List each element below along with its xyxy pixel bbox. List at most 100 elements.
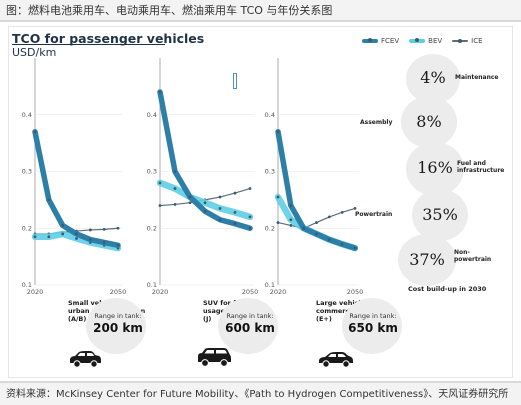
range-value-3: 650 km	[348, 320, 398, 335]
y-tick-3-2: 0.2	[265, 224, 275, 232]
point-fcev-3-6	[340, 242, 344, 246]
x-tick-3-2: 2050	[347, 288, 364, 296]
x-tick-1-2: 2050	[110, 288, 127, 296]
point-ice-3-4	[315, 221, 318, 224]
cost-blob-assembly	[401, 96, 457, 148]
point-fcev-3-4	[315, 232, 318, 236]
legend-swatch-bev	[409, 38, 426, 43]
y-tick-3-3: 0.3	[265, 168, 275, 176]
point-bev-2-4	[203, 201, 207, 205]
point-fcev-2-7	[248, 226, 252, 230]
point-fcev-3-5	[327, 238, 331, 242]
point-fcev-1-6	[102, 241, 106, 244]
point-ice-1-5	[88, 228, 92, 232]
point-ice-2-1	[158, 204, 162, 207]
point-fcev-2-1	[158, 90, 162, 94]
point-bev-1-4	[75, 237, 78, 240]
legend-item-fcev: FCEV	[362, 37, 399, 45]
point-bev-1-2	[47, 235, 51, 239]
point-fcev-2-3	[188, 195, 192, 199]
point-ice-2-2	[173, 203, 177, 206]
legend-label-ice: ICE	[471, 37, 483, 45]
title-underline	[12, 44, 165, 45]
point-bev-1-3	[61, 232, 65, 236]
point-bev-2-6	[233, 210, 237, 214]
point-fcev-2-6	[233, 222, 237, 226]
cost-blob-maintenance	[406, 54, 460, 104]
point-fcev-1-1	[33, 130, 37, 134]
point-fcev-3-1	[276, 130, 280, 134]
point-fcev-2-5	[218, 218, 222, 222]
cost-pct-non-powertrain: 37%	[409, 250, 445, 269]
point-ice-2-6	[233, 191, 237, 195]
vehicle-segment-2: (J)	[203, 315, 212, 323]
x-tick-1-1: 2020	[27, 288, 44, 296]
cost-label-assembly: Assembly	[360, 119, 393, 126]
range-label-1: Range in tank:	[94, 312, 142, 320]
range-value-1: 200 km	[93, 320, 143, 335]
point-ice-3-1	[276, 221, 280, 224]
cost-label-fuel: Fuel and infrastructure	[457, 160, 505, 174]
point-bev-2-2	[173, 187, 177, 190]
y-tick-2-4: 0.4	[147, 111, 157, 119]
vehicle-segment-3: (E+)	[316, 315, 332, 323]
legend-swatch-fcev	[362, 38, 378, 43]
large-car-icon	[319, 352, 353, 368]
range-blob-2	[218, 298, 278, 354]
cost-blob-fuel	[406, 142, 464, 196]
y-axis-unit: USD/km	[12, 46, 57, 59]
point-fcev-1-2	[47, 198, 51, 202]
range-2: Range in tank: 600 km	[224, 312, 276, 335]
legend-label-bev: BEV	[428, 37, 443, 45]
cost-pct-powertrain: 35%	[422, 205, 458, 224]
point-ice-3-5	[327, 215, 331, 219]
range-label-2: Range in tank:	[226, 312, 274, 320]
point-bev-1-1	[33, 235, 37, 239]
point-ice-2-7	[248, 187, 252, 190]
vehicle-segment-1: (A/B)	[68, 315, 87, 323]
point-bev-3-2	[289, 218, 293, 222]
source-note: 资料来源：McKinsey Center for Future Mobility…	[0, 381, 521, 405]
point-ice-1-7	[116, 226, 120, 230]
cost-blob-powertrain	[412, 189, 468, 241]
point-ice-2-5	[218, 195, 222, 199]
x-tick-3-1: 2020	[270, 288, 287, 296]
point-fcev-2-4	[203, 209, 207, 213]
y-tick-2-3: 0.3	[147, 168, 157, 176]
small-car-icon	[70, 351, 101, 368]
point-ice-2-3	[188, 201, 192, 205]
point-fcev-3-7	[353, 246, 357, 250]
cost-pct-fuel: 16%	[417, 158, 453, 177]
point-fcev-1-3	[61, 224, 65, 227]
point-fcev-2-2	[173, 170, 177, 173]
cost-label-powertrain: Powertrain	[355, 211, 393, 218]
cost-label-non-powertrain: Non-powertrain	[454, 249, 492, 263]
legend-label-fcev: FCEV	[381, 37, 400, 45]
legend: FCEV BEV ICE	[362, 37, 483, 45]
range-label-3: Range in tank:	[349, 312, 397, 320]
chart-title: TCO for passenger vehicles	[12, 31, 205, 46]
point-fcev-1-7	[116, 243, 120, 247]
range-blob-3	[342, 298, 402, 354]
y-tick-1-2: 0.2	[22, 224, 32, 232]
y-tick-1-1: 0.1	[22, 281, 32, 289]
legend-item-ice: ICE	[452, 37, 483, 45]
cost-pct-maintenance: 4%	[420, 68, 446, 87]
range-blob-1	[86, 298, 146, 354]
y-tick-1-3: 0.3	[22, 168, 32, 176]
range-value-2: 600 km	[225, 320, 275, 335]
point-bev-2-7	[248, 215, 252, 219]
point-fcev-3-3	[302, 226, 306, 230]
y-tick-2-1: 0.1	[147, 281, 157, 289]
point-ice-1-6	[102, 227, 106, 231]
series-line-fcev-2	[157, 89, 253, 231]
y-tick-3-4: 0.4	[265, 111, 275, 119]
point-fcev-3-2	[289, 204, 293, 207]
point-ice-3-2	[289, 224, 293, 227]
y-tick-3-1: 0.1	[265, 281, 275, 289]
suv-icon	[198, 348, 231, 367]
x-tick-2-1: 2020	[152, 288, 169, 296]
cost-pct-assembly: 8%	[416, 112, 442, 131]
y-tick-2-2: 0.2	[147, 224, 157, 232]
